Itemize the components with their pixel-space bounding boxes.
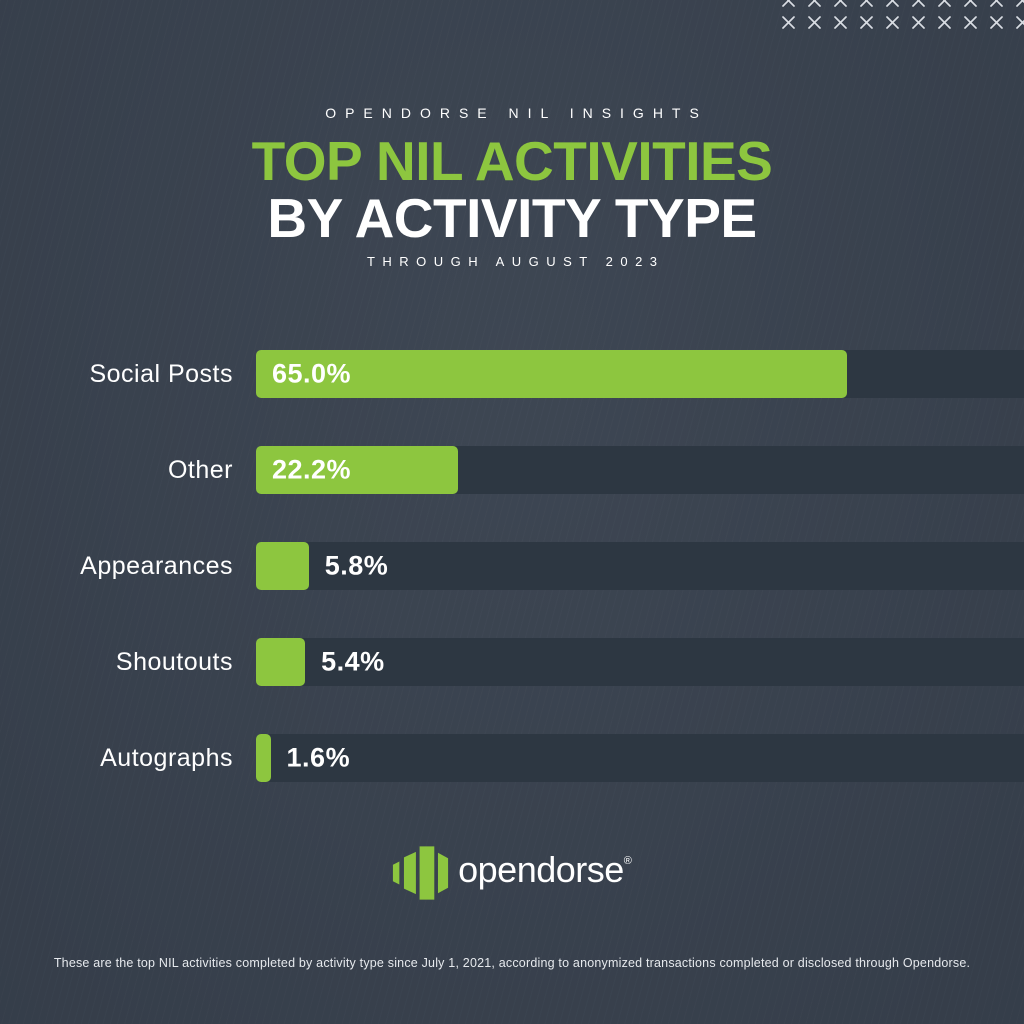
bar-row: Other 22.2% [0, 446, 1024, 494]
x-mark-icon [1016, 0, 1024, 7]
bar-row: Appearances 5.8% [0, 542, 1024, 590]
x-mark-icon [834, 0, 847, 7]
bar-row: Social Posts 65.0% [0, 350, 1024, 398]
category-label: Shoutouts [115, 647, 233, 676]
bar-row: Shoutouts 5.4% [0, 638, 1024, 686]
x-mark-icon [886, 0, 899, 7]
opendorse-wordmark: opendorse® [458, 849, 632, 890]
x-mark-icon [860, 0, 873, 7]
bar-chart: Social Posts 65.0% Other 22.2% Appearanc… [0, 350, 1024, 830]
x-mark-icon [860, 16, 873, 29]
bar-track [256, 638, 1024, 686]
x-mark-icon [808, 0, 821, 7]
x-pattern-decoration [782, 0, 1024, 29]
bar-row: Autographs 1.6% [0, 734, 1024, 782]
bar-social-posts [256, 350, 847, 398]
x-mark-icon [912, 0, 925, 7]
value-label: 1.6% [286, 742, 351, 773]
x-mark-icon [964, 0, 977, 7]
value-label: 22.2% [272, 454, 352, 485]
x-pattern-row [782, 16, 1024, 29]
x-mark-icon [834, 16, 847, 29]
bar-track [256, 734, 1024, 782]
bar-shoutouts [256, 638, 306, 686]
opendorse-logo: opendorse® [0, 845, 1024, 901]
category-label: Other [167, 455, 233, 484]
x-mark-icon [782, 0, 795, 7]
bar-area: 5.8% [256, 542, 1024, 590]
x-mark-icon [964, 16, 977, 29]
bar-track [256, 542, 1024, 590]
page-title-line2: BY ACTIVITY TYPE [267, 187, 757, 249]
value-label: 5.4% [321, 646, 385, 677]
footnote-text: These are the top NIL activities complet… [53, 956, 971, 970]
bar-area: 65.0% [256, 350, 1024, 398]
category-label: Appearances [80, 551, 233, 580]
bar-autographs [256, 734, 271, 782]
category-label: Autographs [100, 743, 233, 772]
x-mark-icon [938, 0, 951, 7]
registered-trademark-symbol: ® [623, 855, 632, 867]
bar-appearances [256, 542, 309, 590]
x-mark-icon [938, 16, 951, 29]
bar-area: 5.4% [256, 638, 1024, 686]
x-mark-icon [886, 16, 899, 29]
x-mark-icon [1016, 16, 1024, 29]
bar-other [256, 446, 458, 494]
value-label: 65.0% [272, 358, 352, 389]
category-label: Social Posts [89, 359, 233, 388]
x-mark-icon [782, 16, 795, 29]
page-title-line1: TOP NIL ACTIVITIES [251, 130, 773, 192]
x-mark-icon [808, 16, 821, 29]
x-mark-icon [990, 0, 1003, 7]
opendorse-mark-icon [392, 845, 449, 901]
x-mark-icon [990, 16, 1003, 29]
x-pattern-row [782, 0, 1024, 7]
bar-area: 1.6% [256, 734, 1024, 782]
eyebrow-text: OPENDORSE NIL INSIGHTS [325, 105, 708, 121]
bar-area: 22.2% [256, 446, 1024, 494]
x-mark-icon [912, 16, 925, 29]
value-label: 5.8% [324, 550, 389, 581]
page-subtitle: THROUGH AUGUST 2023 [366, 254, 665, 269]
